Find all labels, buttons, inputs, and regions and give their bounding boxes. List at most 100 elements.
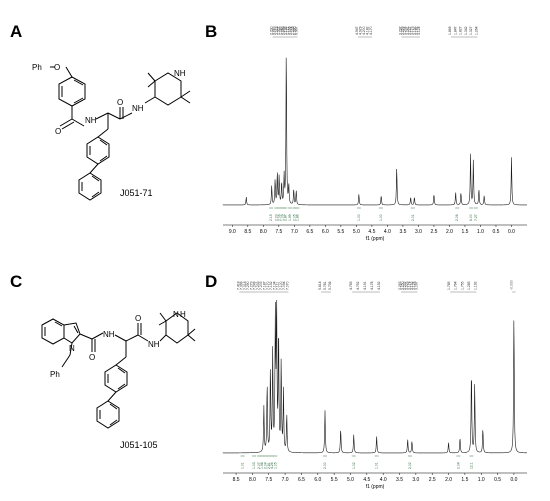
spectrum-b-x-tick-label: 1.0 [477, 229, 484, 235]
spectrum-d-x-tick-label: 4.0 [380, 477, 387, 483]
spectrum-b-x-tick-label: 3.0 [415, 229, 422, 235]
spectrum-d-peak-label: 7.318 [243, 281, 247, 290]
spectrum-b-peak-label: 7.195 [284, 26, 288, 35]
spectrum-b-x-tick-label: 0.0 [508, 229, 515, 235]
spectrum-d-peak-label: 4.152 [377, 281, 381, 290]
spectrum-b-peak-label: 7.260 [280, 26, 284, 35]
spectrum-b-x-tick-label: 5.5 [337, 229, 344, 235]
spectrum-d-integral-label: 2.07 [257, 462, 261, 469]
spectrum-d-peak-label: 1.785 [447, 281, 451, 290]
spectrum-b-peak-label: 1.869 [448, 26, 452, 35]
panel-letter-d: D [205, 272, 218, 291]
spectrum-b-peak-label: 7.239 [282, 26, 286, 35]
spectrum-d-peak-label: 4.765 [349, 281, 353, 290]
atom-o-carbonyl: O [89, 353, 95, 362]
spectrum-b-x-tick-label: 7.0 [291, 229, 298, 235]
spectrum-d-peak-label: 7.399 [240, 281, 244, 290]
spectrum-d-integral-label: 1.03 [252, 462, 256, 469]
spectrum-d-x-tick-label: 2.5 [429, 477, 436, 483]
spectrum-d-peak-label: 3.250 [400, 281, 404, 290]
spectrum-d-x-tick-label: 0.5 [494, 477, 501, 483]
spectrum-d-peak-label: 5.814 [318, 281, 322, 290]
spectrum-b-peak-label: 3.142 [415, 26, 419, 35]
spectrum-b-peak-label: 3.227 [408, 26, 412, 35]
spectrum-b-x-tick-label: 0.5 [493, 229, 500, 235]
compound-id-bottom: J051-105 [120, 440, 158, 450]
spectrum-d-peak-label: 4.191 [363, 281, 367, 290]
atom-nh-amide: NH [148, 340, 160, 349]
spectrum-d-peak-label: 7.134 [272, 281, 276, 290]
spectrum-d-peak-label: 1.755 [460, 281, 464, 290]
spectrum-b-integral-label: 1.00 [357, 214, 361, 221]
atom-ph-benzyl: Ph [50, 370, 60, 379]
spectrum-d-integral-label: 2.02 [408, 462, 412, 469]
spectrum-b-peak-label: 4.170 [369, 26, 373, 35]
spectrum-b-x-tick-label: 2.0 [446, 229, 453, 235]
spectrum-b-peak-label: 7.155 [287, 26, 291, 35]
spectrum-b-x-tick-label: 8.0 [260, 229, 267, 235]
spectrum-b-peak-label: 3.297 [398, 26, 402, 35]
spectrum-d-x-tick-label: 5.0 [347, 477, 354, 483]
spectrum-b-peak-label: 7.302 [277, 26, 281, 35]
atom-nh: NH [85, 116, 97, 125]
spectrum-b-peak-label: 1.827 [459, 26, 463, 35]
spectrum-b-peak-label: 7.318 [275, 26, 279, 35]
spectrum-b-peak-label: 3.269 [401, 26, 405, 35]
spectrum-b-peak-label: 6.967 [294, 26, 298, 35]
spectrum-d-peak-label: 3.174 [407, 281, 411, 290]
spectrum-d-peak-label: 3.124 [412, 281, 416, 290]
spectrum-b-x-tick-label: 4.5 [368, 229, 375, 235]
spectrum-d-x-tick-label: 7.5 [265, 477, 272, 483]
spectrum-b-x-tick-label: 6.5 [306, 229, 313, 235]
indole-pyrrole [63, 322, 81, 344]
spectrum-b-peak-label: 3.241 [405, 26, 409, 35]
spectrum-d-integral-label: 12.1 [469, 462, 473, 469]
spectrum-d-peak-label: 7.418 [236, 281, 240, 290]
spectrum-d-peak-label: 7.070 [285, 281, 289, 290]
spectrum-b-x-tick-label: 1.5 [461, 229, 468, 235]
spectrum-d-integral-label: 2.81 [267, 462, 271, 469]
spectrum-b-integral-label: 2.87 [283, 214, 287, 221]
spectrum-d-x-tick-label: 6.5 [298, 477, 305, 483]
spectrum-d-integral-label: 1.02 [352, 462, 356, 469]
spectrum-d-peak-label: 7.170 [266, 281, 270, 290]
spectrum-b-x-tick-label: 2.5 [430, 229, 437, 235]
spectrum-b-peak-label: 1.327 [469, 26, 473, 35]
spectrum-b-integral-label: 1.99 [288, 214, 292, 221]
spectrum-d-peak-label: 7.111 [276, 282, 280, 290]
compound-id-top: J051-71 [120, 188, 153, 198]
spectrum-d-peak-label: 7.290 [246, 281, 250, 290]
spectrum-d-peak-label: 4.178 [370, 281, 374, 290]
spectrum-d-x-tick-label: 0.0 [510, 477, 517, 483]
spectrum-d-peak-label: 7.233 [256, 281, 260, 290]
structure-c: N Ph O NH O NH N H [41, 310, 196, 429]
spectrum-b-peak-label: 7.710 [273, 26, 277, 35]
spectrum-d-peak-label: 1.764 [454, 281, 458, 290]
spectrum-d-x-tick-label: 8.0 [249, 477, 256, 483]
spectrum-b-x-axis-label: f1 (ppm) [366, 236, 385, 242]
spectrum-b-peak-label: 7.720 [271, 26, 275, 35]
spectrum-d-x-tick-label: 4.5 [363, 477, 370, 483]
spectrum-d-integral-label: 2.04 [456, 462, 460, 469]
spectrum-d-x-axis-label: f1 (ppm) [366, 484, 385, 490]
spectrum-b-peak-label: 6.990 [293, 26, 297, 35]
spectrum-b-peak-label: 3.175 [410, 26, 414, 35]
spectrum-b-peak-label: 1.847 [453, 26, 457, 35]
spectrum-d-x-tick-label: 7.0 [282, 477, 289, 483]
spectrum-d-peak-label: 1.285 [467, 281, 471, 290]
spectrum-d-peak-label: 4.752 [356, 281, 360, 290]
spectrum-d-integral-label: 1.05 [273, 462, 277, 469]
spectrum-b-peak-label: 7.039 [291, 26, 295, 35]
spectrum-d-peak-label: -0.000 [509, 280, 513, 290]
spectrum-d-peak-label: 5.736 [328, 281, 332, 290]
spectrum-d-peak-label: 7.152 [269, 281, 273, 290]
spectrum-b-peak-label: 3.162 [412, 26, 416, 35]
spectrum-d-x-tick-label: 1.0 [478, 477, 485, 483]
spectrum-b-peak-label: 4.947 [355, 26, 359, 35]
panel-letter-b: B [205, 22, 218, 41]
spectrum-b-integral-label: 6.00 [469, 214, 473, 221]
nmr-spectrum-b: 7.7307.7207.7107.3187.3027.2837.2607.239… [222, 26, 527, 242]
spectrum-d-integral-label: 1.01 [375, 462, 379, 469]
spectrum-b-peak-label: 3.254 [403, 26, 407, 35]
spectrum-b-x-tick-label: 9.0 [229, 229, 236, 235]
